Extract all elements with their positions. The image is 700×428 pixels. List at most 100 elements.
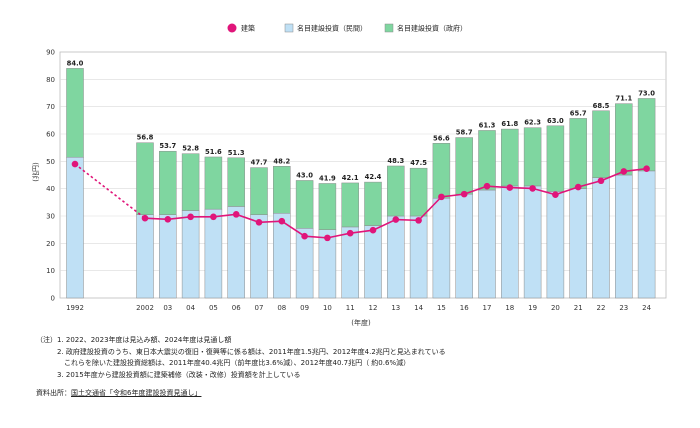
y-tick-label: 80 <box>46 76 55 84</box>
bar-government-05 <box>204 156 223 210</box>
architecture-point-07 <box>255 218 263 226</box>
bar-private-19 <box>523 185 542 299</box>
legend-label-private: 名目建設投資（民間） <box>297 24 367 33</box>
x-tick-label-24: 24 <box>642 304 651 312</box>
architecture-point-05 <box>210 213 217 221</box>
total-label-06: 51.3 <box>228 149 245 157</box>
plot-frame <box>59 51 667 299</box>
y-tick-label: 0 <box>51 295 55 303</box>
architecture-point-09 <box>301 232 308 240</box>
architecture-point-03 <box>164 215 172 223</box>
total-label-13: 48.3 <box>387 157 404 165</box>
bar-private-07 <box>250 214 268 299</box>
x-tick-label-22: 22 <box>597 304 606 312</box>
x-tick-label-11: 11 <box>346 304 355 312</box>
x-tick-label-16: 16 <box>460 304 469 312</box>
bar-government-10 <box>318 183 337 230</box>
total-label-16: 58.7 <box>456 129 473 137</box>
total-label-12: 42.4 <box>365 173 382 181</box>
bar-government-12 <box>364 181 382 226</box>
total-label-05: 51.6 <box>205 148 222 156</box>
total-label-17: 61.3 <box>479 121 496 129</box>
architecture-point-21 <box>574 183 582 191</box>
x-tick-label-10: 10 <box>323 304 332 312</box>
total-label-19: 62.3 <box>524 119 541 127</box>
bar-government-1992 <box>66 68 84 158</box>
x-tick-label-13: 13 <box>391 304 400 312</box>
bar-government-16 <box>455 137 473 195</box>
bar-private-20 <box>546 191 565 299</box>
architecture-point-23 <box>620 168 628 175</box>
bar-government-11 <box>341 182 359 228</box>
legend-marker-government <box>384 23 394 33</box>
x-tick-label-12: 12 <box>369 304 378 312</box>
total-label-11: 42.1 <box>342 174 359 182</box>
architecture-point-08 <box>278 217 286 225</box>
architecture-point-13 <box>392 216 400 223</box>
note-1: （注）1. 2022、2023年度は見込み額、2024年度は見通し額 <box>36 336 232 344</box>
x-tick-label-2002: 2002 <box>136 304 154 312</box>
chart-notes: （注）1. 2022、2023年度は見込み額、2024年度は見通し額 2. 政府… <box>36 335 446 381</box>
bar-government-14 <box>409 167 428 217</box>
total-label-14: 47.5 <box>410 159 427 167</box>
bar-private-1992 <box>66 156 84 299</box>
x-tick-label-1992: 1992 <box>66 304 84 312</box>
source-link[interactable]: 国土交通省「令和6年度建設投資見通し」 <box>71 389 202 397</box>
total-label-08: 48.2 <box>273 157 290 165</box>
bar-government-18 <box>501 128 519 187</box>
total-label-1992: 84.0 <box>67 59 84 67</box>
x-tick-label-03: 03 <box>163 304 172 312</box>
x-tick-label-06: 06 <box>232 304 241 312</box>
architecture-point-19 <box>529 185 536 192</box>
bar-government-22 <box>592 110 610 178</box>
bar-government-21 <box>569 118 587 189</box>
architecture-point-20 <box>552 191 559 198</box>
bar-private-22 <box>592 177 610 299</box>
architecture-point-15 <box>438 193 445 201</box>
note-2-continued: これらを除いた建設投資総額は、2011年度40.4兆円（前年度比3.6%減）、2… <box>64 359 411 368</box>
bar-private-12 <box>364 225 382 299</box>
bar-private-05 <box>204 208 223 299</box>
total-label-24: 73.0 <box>638 89 655 97</box>
bar-government-04 <box>181 153 200 211</box>
architecture-point-11 <box>346 229 354 237</box>
y-tick-label: 40 <box>46 185 55 193</box>
architecture-line-dashed <box>74 163 146 219</box>
bar-private-11 <box>341 226 359 299</box>
x-tick-label-23: 23 <box>619 304 628 312</box>
bar-government-08 <box>273 166 291 214</box>
architecture-point-04 <box>187 213 194 221</box>
bar-private-23 <box>615 174 633 299</box>
total-label-2002: 56.8 <box>137 134 154 142</box>
bar-government-15 <box>432 143 451 199</box>
total-label-15: 56.6 <box>433 134 450 142</box>
source-credit: 資料出所：国土交通省「令和6年度建設投資見通し」 <box>36 388 201 398</box>
note-2: 2. 政府建設投資のうち、東日本大震災の復旧・復興等に係る額は、2011年度1.… <box>57 347 446 356</box>
total-label-07: 47.7 <box>251 159 268 167</box>
bar-private-18 <box>501 185 519 299</box>
architecture-point-12 <box>369 226 377 234</box>
architecture-point-18 <box>506 184 514 191</box>
architecture-point-24 <box>643 165 650 173</box>
bar-private-04 <box>181 210 200 299</box>
note-3: 3. 2015年度から建設投資額に建築補修（改装・改修）投資額を計上している <box>57 370 301 379</box>
x-tick-label-20: 20 <box>551 304 560 312</box>
legend-label-architecture: 建築 <box>241 24 255 33</box>
bar-government-13 <box>387 165 405 217</box>
total-label-20: 63.0 <box>547 117 564 125</box>
x-tick-label-15: 15 <box>437 304 446 312</box>
bar-private-13 <box>387 215 405 299</box>
bar-private-14 <box>409 215 428 299</box>
total-label-22: 68.5 <box>593 102 610 110</box>
bar-government-24 <box>637 98 656 172</box>
bar-private-06 <box>227 206 245 299</box>
y-tick-label: 60 <box>46 131 55 139</box>
total-label-10: 41.9 <box>319 174 336 182</box>
x-tick-label-17: 17 <box>483 304 492 312</box>
bar-government-06 <box>227 157 245 207</box>
bar-government-23 <box>615 103 633 176</box>
x-tick-label-04: 04 <box>186 304 195 312</box>
legend-label-government: 名目建設投資（政府） <box>397 24 467 33</box>
architecture-point-1992 <box>71 160 79 168</box>
x-tick-label-05: 05 <box>209 304 218 312</box>
